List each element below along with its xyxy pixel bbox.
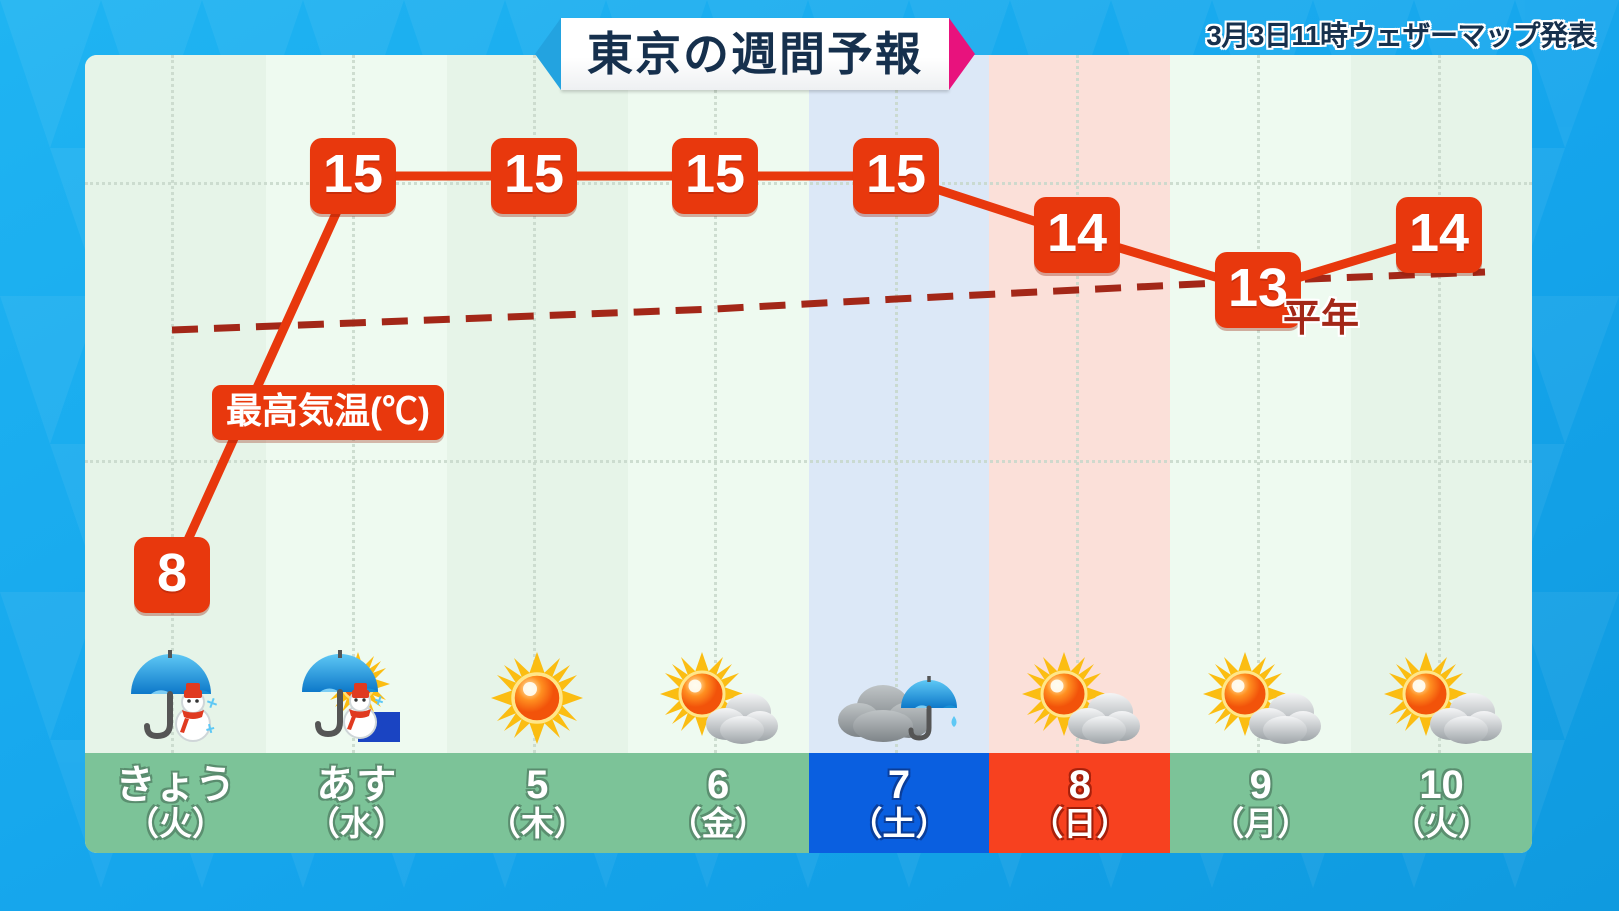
weather-cell-0 (85, 643, 266, 753)
date-main-0: きょう (115, 763, 236, 808)
weather-cell-3 (628, 643, 809, 753)
date-main-4: 7 (887, 763, 911, 808)
date-cell-6: 9 （月） (1170, 753, 1352, 853)
normal-average-label: 平年 (1283, 298, 1360, 340)
date-cell-4: 7 （土） (808, 753, 990, 853)
temp-chip-7: 14 (1395, 197, 1483, 273)
series-label-max-temp: 最高気温(℃) (212, 385, 444, 440)
date-cell-2: 5 （木） (446, 753, 628, 853)
page-title: 東京の週間予報 (587, 28, 923, 80)
rain-snow-icon (131, 650, 218, 742)
column-bg-7 (1351, 55, 1532, 753)
date-main-7: 10 (1419, 763, 1464, 808)
date-sub-3: （金） (668, 805, 768, 843)
column-bg-5 (989, 55, 1171, 753)
weather-cell-5 (989, 643, 1170, 753)
temp-chip-1: 15 (309, 138, 397, 214)
date-row: きょう （火） あす （水） 5 （木） 6 （金） 7 （土） 8 （日） 9… (85, 753, 1532, 853)
temp-chip-4: 15 (852, 138, 940, 214)
cloudy-rain-icon (837, 676, 957, 742)
date-sub-6: （月） (1211, 805, 1311, 843)
date-sub-5: （日） (1030, 805, 1130, 843)
weather-cell-2 (447, 643, 628, 753)
date-sub-2: （木） (487, 805, 587, 843)
temp-chip-0: 8 (134, 537, 210, 613)
date-main-5: 8 (1068, 763, 1091, 808)
temp-chip-5: 14 (1033, 197, 1121, 273)
weather-cell-7 (1351, 643, 1532, 753)
sunny-then-cloudy-icon (660, 652, 779, 744)
rain-snow-then-sun-icon (302, 650, 401, 742)
date-cell-0: きょう （火） (85, 753, 266, 853)
max-temperature-line (167, 171, 1444, 580)
forecast-chart-panel: 8 15 15 15 15 14 13 14 平年 最高気温(℃) (85, 55, 1532, 853)
date-sub-4: （土） (849, 805, 949, 843)
date-sub-1: （水） (306, 805, 406, 843)
date-sub-0: （火） (125, 805, 225, 843)
date-main-6: 9 (1249, 763, 1272, 808)
date-cell-5: 8 （日） (989, 753, 1171, 853)
sunny-then-cloudy-icon (1202, 652, 1321, 744)
sunny-then-cloudy-icon (1021, 652, 1140, 744)
date-cell-1: あす （水） (265, 753, 447, 853)
sunny-icon (491, 652, 584, 744)
date-cell-7: 10 （火） (1351, 753, 1532, 853)
sunny-then-cloudy-icon (1383, 652, 1502, 744)
chevron-right-icon (949, 18, 975, 90)
weather-icon-row (85, 643, 1532, 753)
chevron-left-icon (535, 18, 561, 90)
title-plate: 東京の週間予報 (561, 18, 949, 90)
date-main-3: 6 (706, 763, 730, 808)
date-main-1: あす (316, 763, 397, 808)
weather-cell-6 (1170, 643, 1351, 753)
date-cell-3: 6 （金） (627, 753, 809, 853)
date-sub-7: （火） (1392, 805, 1492, 843)
weather-cell-1 (266, 643, 447, 753)
publisher-credit: 3月3日11時ウェザーマップ発表 (1206, 20, 1595, 51)
temp-chip-3: 15 (671, 138, 759, 214)
date-main-2: 5 (526, 763, 549, 808)
title-banner: 東京の週間予報 (535, 18, 975, 90)
temp-chip-2: 15 (490, 138, 578, 214)
weather-cell-4 (809, 643, 990, 753)
column-bg-6 (1170, 55, 1352, 753)
